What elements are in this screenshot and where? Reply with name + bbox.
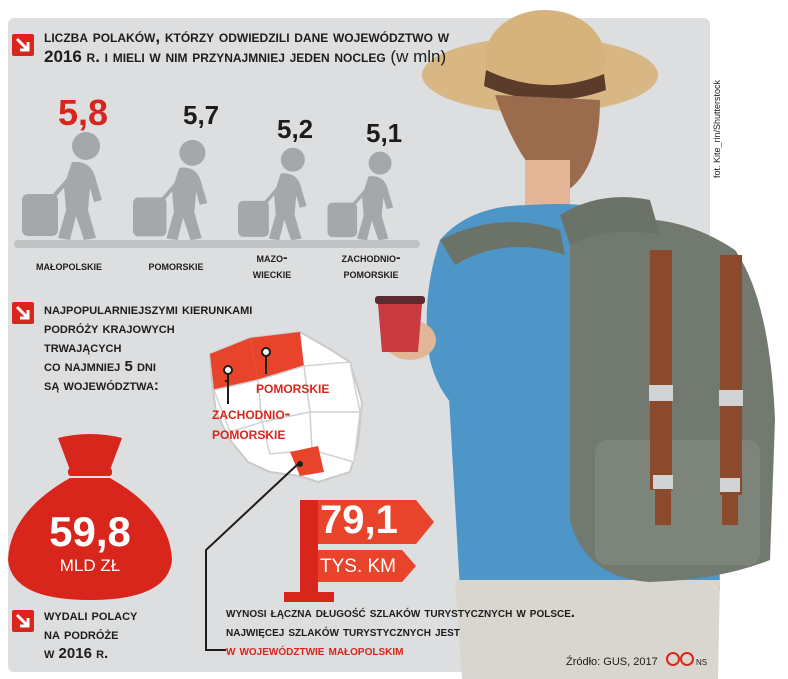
traveler-icon [238, 147, 307, 241]
trail-caption: wynosi łączna długość szlaków turystyczn… [226, 605, 575, 659]
arrow-down-right-icon [12, 610, 34, 632]
poland-map [208, 330, 364, 484]
money-bag-icon [8, 434, 172, 600]
map-label-pomorskie: Pomorskie [256, 378, 330, 397]
copyright-logo-icon [666, 652, 694, 666]
money-value: 59,8 [49, 508, 131, 555]
section1-heading: Liczba Polaków, którzy odwiedzili dane w… [44, 27, 450, 66]
traveler-icon [327, 151, 394, 241]
label-pomorskie: Pomorskie [148, 258, 204, 273]
section2-heading: Najpopularniejszymi kierunkami podróży k… [44, 301, 253, 394]
traveler-icon [22, 132, 102, 240]
traveler-icon [133, 139, 208, 241]
ground-line [14, 240, 420, 248]
value-zachodniopomorskie: 5,1 [366, 118, 403, 148]
map-label-zachodniopomorskie: Zachodnio- pomorskie [212, 404, 291, 443]
trail-sign-icon [284, 500, 434, 602]
ns-mark: NS [696, 658, 708, 667]
trail-unit: TYS. KM [320, 556, 397, 577]
unit-label: (w mln) [390, 47, 447, 66]
value-malopolskie: 5,8 [58, 92, 109, 133]
photo-credit: fot. Kite_rin/Shutterstock [712, 80, 722, 179]
connector-line [205, 463, 299, 651]
arrow-down-right-icon [12, 302, 34, 324]
source-note: Źródło: GUS, 2017 [566, 656, 658, 668]
money-unit: MLD ZŁ [59, 556, 121, 575]
money-caption: wydali Polacy na podróże w 2016 r. [44, 607, 138, 662]
label-malopolskie: Małopolskie [35, 258, 102, 273]
trail-value: 79,1 [320, 498, 398, 542]
label-zachodniopomorskie: Zachodnio- pomorskie [341, 250, 401, 281]
value-mazowieckie: 5,2 [277, 114, 314, 144]
arrow-down-right-icon [12, 34, 34, 56]
label-mazowieckie: Mazo- wieckie [252, 250, 292, 281]
value-pomorskie: 5,7 [183, 100, 220, 130]
